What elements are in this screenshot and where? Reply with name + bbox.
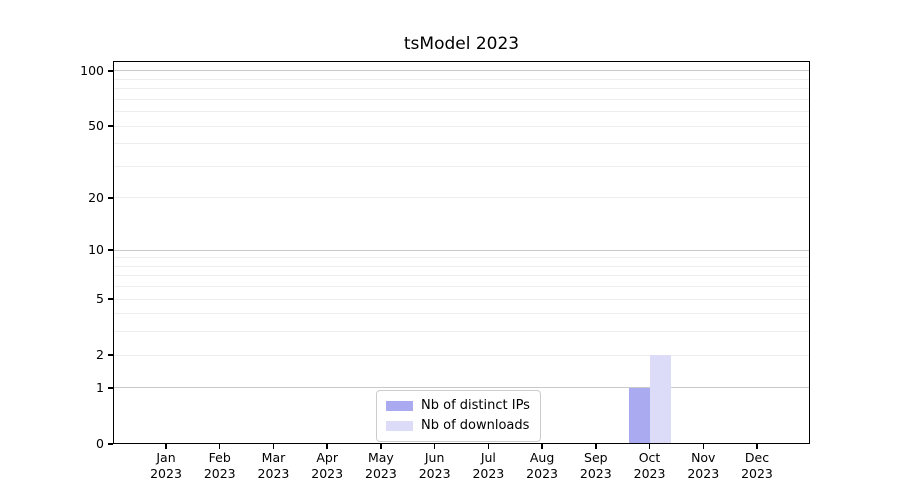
y-tick-label: 20: [88, 189, 104, 205]
y-tick: [108, 354, 113, 356]
gridline-major: [113, 70, 810, 72]
x-tick-label: Feb 2023: [203, 450, 236, 481]
legend-item-distinct-ips: Nb of distinct IPs: [386, 396, 530, 416]
x-tick: [487, 444, 490, 449]
gridline-minor: [113, 78, 810, 80]
x-tick-label: Sep 2023: [579, 450, 612, 481]
x-tick: [595, 444, 597, 449]
x-tick: [648, 444, 651, 449]
x-tick-label: May 2023: [365, 450, 397, 481]
gridline-minor: [113, 165, 810, 167]
legend-label-downloads: Nb of downloads: [421, 418, 530, 433]
x-tick: [165, 444, 167, 449]
y-tick-label: 5: [96, 291, 104, 307]
gridline-minor: [113, 354, 810, 356]
x-tick-label: Aug 2023: [526, 450, 558, 481]
gridline-minor: [113, 275, 810, 277]
gridline-minor: [113, 286, 810, 288]
x-tick: [272, 444, 275, 449]
legend-swatch-downloads: [386, 421, 413, 431]
legend: Nb of distinct IPs Nb of downloads: [376, 390, 541, 442]
gridline-minor: [113, 265, 810, 267]
y-tick: [108, 387, 113, 389]
x-tick: [326, 444, 328, 449]
bar-nb-of-downloads: [649, 355, 671, 444]
y-tick: [108, 197, 113, 199]
gridline-major: [113, 387, 810, 389]
y-tick: [108, 443, 113, 445]
x-tick-label: Jun 2023: [418, 450, 451, 481]
gridline-major: [113, 249, 810, 251]
gridline-minor: [113, 143, 810, 145]
chart-title: tsModel 2023: [403, 34, 520, 54]
x-tick: [433, 444, 436, 449]
x-tick-label: Mar 2023: [257, 450, 290, 481]
gridline-minor: [113, 197, 810, 199]
y-tick-label: 0: [96, 436, 104, 451]
y-tick-label: 10: [88, 242, 104, 258]
x-tick-label: Jan 2023: [150, 450, 182, 481]
x-tick-label: Nov 2023: [687, 450, 720, 481]
plot-area: Nb of distinct IPs Nb of downloads: [113, 61, 810, 444]
x-tick-label: Jul 2023: [472, 450, 505, 481]
y-tick: [108, 125, 113, 127]
y-tick-label: 2: [96, 347, 104, 363]
gridline-minor: [113, 111, 810, 113]
legend-label-distinct-ips: Nb of distinct IPs: [421, 398, 530, 413]
x-tick: [380, 444, 382, 449]
gridline-minor: [113, 125, 810, 127]
x-tick: [756, 444, 758, 449]
y-tick: [108, 298, 113, 300]
bar-nb-of-distinct-ips: [628, 387, 650, 444]
gridline-minor: [113, 98, 810, 100]
x-tick-label: Oct 2023: [633, 450, 666, 481]
y-tick-label: 1: [96, 379, 104, 395]
x-tick: [218, 444, 221, 449]
x-tick: [541, 444, 543, 449]
legend-swatch-distinct-ips: [386, 401, 413, 411]
x-tick-label: Apr 2023: [311, 450, 344, 481]
gridline-minor: [113, 298, 810, 300]
y-tick-label: 100: [80, 62, 104, 78]
x-tick: [702, 444, 705, 449]
legend-item-downloads: Nb of downloads: [386, 416, 530, 436]
y-tick-label: 50: [88, 118, 104, 134]
gridline-minor: [113, 257, 810, 259]
gridline-minor: [113, 88, 810, 90]
y-tick: [108, 249, 113, 251]
x-tick-label: Dec 2023: [741, 450, 773, 481]
y-tick: [108, 70, 113, 72]
gridline-minor: [113, 313, 810, 315]
gridline-minor: [113, 331, 810, 333]
